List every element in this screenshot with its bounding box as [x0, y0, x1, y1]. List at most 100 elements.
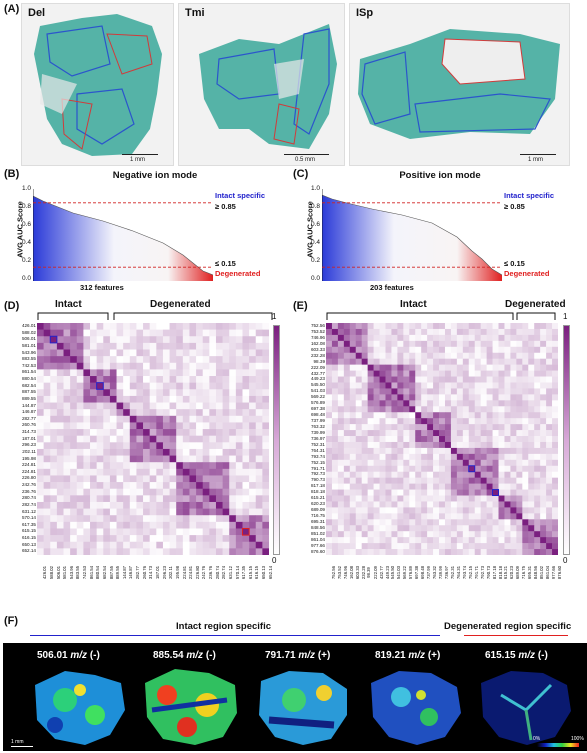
heatmap-cell: [262, 515, 269, 523]
scale-bar-tmi: [284, 154, 329, 155]
heatmap-cell: [83, 495, 91, 503]
heatmap-cell: [504, 507, 511, 514]
heatmap-cell: [456, 459, 464, 467]
heatmap-cell: [379, 424, 386, 431]
heatmap-cell: [242, 356, 250, 364]
heatmap-cell: [391, 501, 398, 508]
heatmap-cell: [361, 549, 368, 555]
heatmap-cell: [492, 358, 499, 365]
heatmap-cell: [326, 549, 333, 555]
heatmap-cell: [43, 415, 51, 423]
heatmap-cell: [456, 406, 464, 413]
heatmap-cell: [63, 515, 71, 523]
heatmap-cell: [37, 462, 44, 470]
heatmap-cell: [373, 400, 380, 407]
heatmap-cell: [552, 519, 558, 526]
heatmap-cell: [373, 471, 380, 478]
heatmap-cell: [326, 430, 333, 437]
heatmap-cell: [349, 501, 357, 508]
heatmap-cell: [229, 429, 237, 436]
heatmap-cell: [534, 513, 541, 520]
heatmap-cell: [450, 400, 458, 407]
heatmap-cell: [403, 495, 410, 502]
heatmap-cell: [129, 435, 137, 443]
heatmap-cell: [528, 519, 535, 526]
heatmap-cell: [169, 362, 177, 370]
heatmap-cell: [143, 382, 150, 390]
heatmap-cell: [176, 482, 184, 490]
heatmap-cell: [534, 388, 541, 395]
heatmap-cell: [492, 471, 499, 478]
heatmap-cell: [136, 376, 144, 383]
y-tick: 0.8: [21, 203, 31, 210]
heatmap-cell: [486, 453, 493, 461]
heatmap-cell: [136, 435, 144, 443]
heatmap-cell: [444, 507, 452, 514]
heatmap-cell: [56, 508, 64, 516]
heatmap-cell: [229, 415, 237, 423]
heatmap-cell: [450, 537, 458, 544]
heatmap-cell: [136, 369, 144, 377]
heatmap-cell: [510, 352, 517, 359]
heatmap-cell: [516, 376, 523, 383]
heatmap-cell: [486, 376, 493, 383]
heatmap-cell: [162, 521, 170, 529]
heatmap-cell: [337, 477, 345, 484]
heatmap-cell: [522, 489, 529, 496]
heatmap-cell: [504, 424, 511, 431]
msi-ion-image-4: [371, 671, 461, 745]
heatmap-cell: [50, 349, 58, 357]
heatmap-cell: [143, 488, 150, 496]
heatmap-cell: [129, 501, 137, 509]
heatmap-cell: [182, 548, 190, 555]
heatmap-cell: [337, 400, 345, 407]
heatmap-cell: [255, 382, 263, 390]
heatmap-cell: [50, 475, 58, 483]
heatmap-cell: [116, 382, 124, 390]
panel-b-feature-count: 312 features: [80, 283, 124, 292]
heatmap-cell: [136, 548, 144, 555]
heatmap-cell: [109, 382, 117, 390]
heatmap-cell: [355, 441, 362, 449]
heatmap-cell: [391, 531, 398, 538]
heatmap-cell: [70, 495, 78, 503]
heatmap-cell: [444, 358, 452, 365]
heatmap-cell: [427, 549, 434, 555]
heatmap-cell: [222, 323, 230, 330]
heatmap-cell: [444, 537, 452, 544]
heatmap-cell: [149, 448, 157, 456]
heatmap-cell: [202, 468, 210, 476]
heatmap-cell: [63, 468, 71, 476]
heatmap-cell: [391, 346, 398, 354]
heatmap-cell: [209, 435, 217, 443]
heatmap-cell: [326, 453, 333, 461]
heatmap-cell: [397, 346, 404, 354]
heatmap-cell: [552, 388, 558, 395]
heatmap-cell: [129, 336, 137, 344]
heatmap-cell: [462, 465, 470, 473]
heatmap-cell: [421, 507, 428, 514]
heatmap-cell: [391, 418, 398, 425]
heatmap-cell: [367, 394, 374, 401]
heatmap-cell: [444, 495, 452, 502]
col-label: 569.22: [402, 565, 408, 580]
heatmap-cell: [202, 362, 210, 370]
heatmap-cell: [37, 515, 44, 523]
heatmap-cell: [522, 477, 529, 484]
heatmap-cell: [439, 430, 446, 437]
heatmap-cell: [196, 435, 204, 443]
heatmap-cell: [540, 471, 547, 478]
heatmap-cell: [397, 418, 404, 425]
heatmap-cell: [355, 370, 362, 377]
col-label: 226.80: [194, 565, 200, 580]
heatmap-cell: [136, 515, 144, 523]
heatmap-cell: [379, 471, 386, 478]
heatmap-cell: [540, 382, 547, 389]
y-tick: 0.4: [21, 239, 31, 246]
heatmap-cell: [516, 531, 523, 538]
heatmap-cell: [255, 415, 263, 423]
heatmap-cell: [462, 418, 470, 425]
heatmap-cell: [540, 477, 547, 484]
heatmap-cell: [70, 435, 78, 443]
heatmap-cell: [450, 424, 458, 431]
